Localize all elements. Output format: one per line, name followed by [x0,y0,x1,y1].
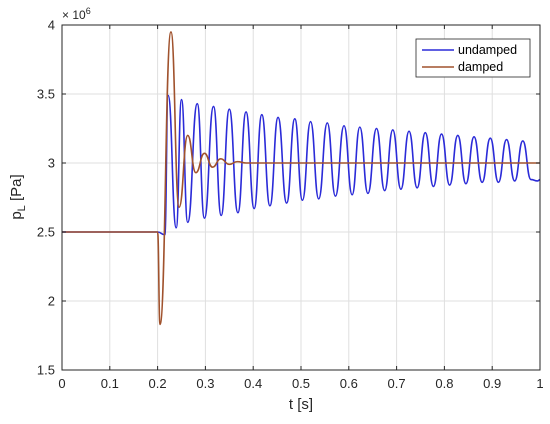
y-exponent-power: 6 [86,6,91,16]
x-tick-label: 1 [536,376,543,391]
x-tick-label: 0.9 [483,376,501,391]
legend: undamped damped [415,38,531,78]
x-tick-label: 0.6 [340,376,358,391]
legend-label-damped: damped [458,60,503,74]
y-tick-label: 2.5 [37,225,55,240]
x-tick-label: 0.4 [244,376,262,391]
series-layer [61,31,541,326]
legend-label-undamped: undamped [458,43,517,57]
x-tick-label: 0.5 [292,376,310,391]
y-tick-label: 4 [48,18,55,33]
series-line-damped [61,31,540,326]
legend-box [415,38,531,78]
y-exponent-label: × 106 [62,6,91,22]
x-tick-label: 0.7 [388,376,406,391]
y-axis-label: pL [Pa] [8,174,28,219]
x-tick-label: 0.8 [435,376,453,391]
y-axis-label-unit: [Pa] [8,174,25,205]
y-tick-label: 3 [48,156,55,171]
y-tick-label: 2 [48,294,55,309]
y-exponent-base: × 10 [62,8,86,22]
y-axis-label-subscript: L [16,205,28,211]
x-axis-label: t [s] [289,396,313,413]
ticks: 0 0.1 0.2 0.3 0.4 0.5 0.6 0.7 0.8 0.9 1 1.5 2 2.5 3 3.5… [37,18,544,392]
y-tick-label: 1.5 [37,363,55,378]
y-axis-label-main: p [8,211,25,219]
x-tick-label: 0.1 [101,376,119,391]
x-tick-label: 0 [58,376,65,391]
x-tick-label: 0.3 [196,376,214,391]
x-tick-label: 0.2 [149,376,167,391]
y-tick-label: 3.5 [37,87,55,102]
series-line-undamped [61,94,541,236]
